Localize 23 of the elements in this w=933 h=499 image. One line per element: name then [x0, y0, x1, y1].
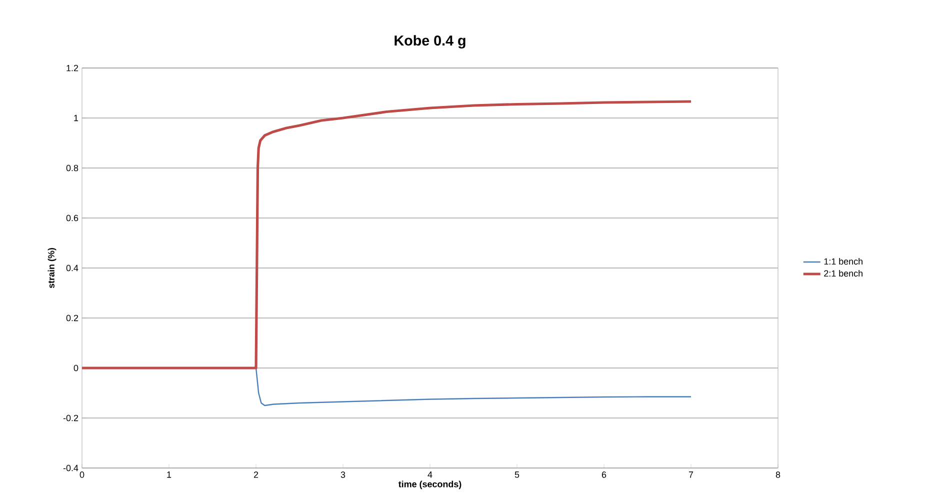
- y-tick-label: 1.2: [66, 64, 78, 72]
- y-tick-label: 0: [74, 364, 78, 372]
- x-tick-label: 7: [688, 472, 694, 478]
- x-tick-label: 0: [80, 472, 84, 478]
- x-tick-label: 2: [254, 472, 258, 478]
- y-tick-label: 1: [74, 114, 78, 122]
- y-tick-label: -0.4: [63, 464, 78, 472]
- x-tick-label: 8: [776, 472, 780, 478]
- x-tick-label: 5: [514, 472, 520, 478]
- y-tick-label: 0.6: [66, 214, 78, 222]
- y-tick-label: 0.4: [66, 264, 78, 272]
- y-tick-label: 0.8: [66, 164, 78, 172]
- x-tick-label: 1: [167, 472, 172, 478]
- x-tick-label: 6: [602, 472, 606, 478]
- x-tick-label: 4: [428, 472, 432, 478]
- x-tick-label: 3: [340, 472, 346, 478]
- y-axis-title: strain (%): [48, 248, 56, 288]
- chart-title: Kobe 0.4 g: [394, 35, 466, 49]
- y-tick-label: -0.2: [63, 414, 78, 422]
- legend-label: 2:1 bench: [824, 270, 862, 277]
- legend-label: 1:1 bench: [824, 258, 862, 265]
- x-axis-title: time (seconds): [398, 480, 462, 490]
- y-tick-label: 0.2: [66, 314, 78, 322]
